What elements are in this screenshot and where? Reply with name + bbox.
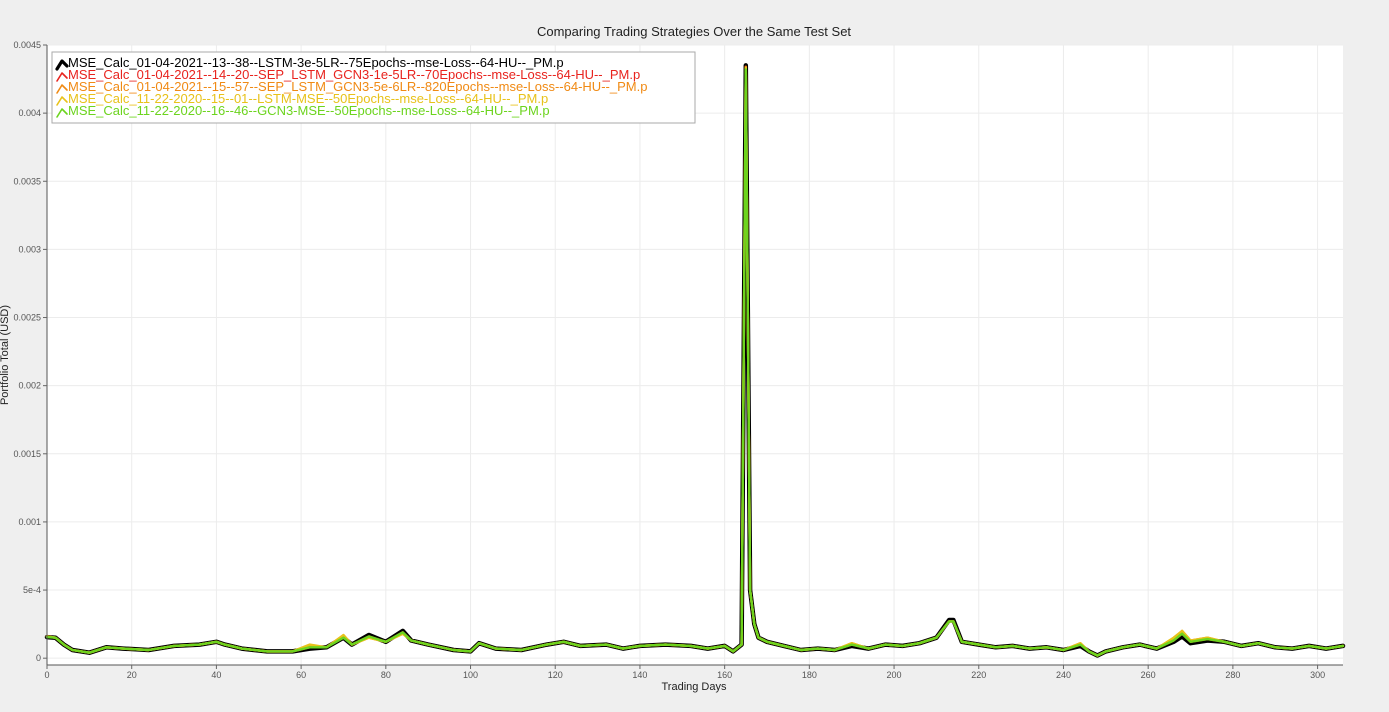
x-tick-label: 140 (632, 670, 647, 680)
y-axis-label: Portfolio Total (USD) (0, 305, 11, 405)
legend-swatch-4 (56, 96, 68, 106)
legend-swatch-2 (56, 72, 68, 82)
x-tick-label: 260 (1141, 670, 1156, 680)
x-tick-label: 280 (1225, 670, 1240, 680)
legend-entry-4[interactable]: MSE_Calc_11-22-2020--15--01--LSTM-MSE--5… (68, 91, 548, 106)
y-tick-label: 0.0035 (13, 176, 41, 186)
x-tick-label: 220 (971, 670, 986, 680)
x-tick-label: 160 (717, 670, 732, 680)
x-tick-label: 60 (296, 670, 306, 680)
legend-entry-1[interactable]: MSE_Calc_01-04-2021--13--38--LSTM-3e-5LR… (68, 55, 564, 70)
y-tick-label: 0 (36, 653, 41, 663)
y-tick-label: 5e-4 (23, 585, 41, 595)
x-tick-label: 100 (463, 670, 478, 680)
axes (46, 45, 1343, 666)
y-tick-label: 0.003 (18, 244, 41, 254)
x-axis-ticks: 0 20 40 60 80 100 120 140 160 180 200 220 240 260 280 3… (44, 665, 1325, 680)
x-tick-label: 120 (548, 670, 563, 680)
chart-title: Comparing Trading Strategies Over the Sa… (537, 24, 851, 39)
x-tick-label: 40 (211, 670, 221, 680)
legend: MSE_Calc_01-04-2021--13--38--LSTM-3e-5LR… (51, 51, 696, 124)
x-tick-label: 180 (802, 670, 817, 680)
y-tick-label: 0.0025 (13, 313, 41, 323)
x-tick-label: 20 (127, 670, 137, 680)
plot-area-background (47, 45, 1343, 665)
legend-swatch-3 (56, 84, 68, 94)
y-tick-label: 0.004 (18, 108, 41, 118)
legend-entry-3[interactable]: MSE_Calc_01-04-2021--15--57--SEP_LSTM_GC… (68, 79, 647, 94)
legend-box (51, 51, 696, 124)
x-tick-label: 240 (1056, 670, 1071, 680)
legend-entry-2[interactable]: MSE_Calc_01-04-2021--14--20--SEP_LSTM_GC… (68, 67, 640, 82)
legend-swatch-1 (55, 59, 69, 71)
series-line-5 (45, 68, 1345, 657)
y-tick-label: 0.002 (18, 381, 41, 391)
x-tick-label: 0 (44, 670, 49, 680)
x-tick-label: 300 (1310, 670, 1325, 680)
y-tick-label: 0.001 (18, 517, 41, 527)
y-tick-label: 0.0015 (13, 449, 41, 459)
legend-entry-5[interactable]: MSE_Calc_11-22-2020--16--46--GCN3-MSE--5… (68, 103, 550, 118)
x-tick-label: 200 (887, 670, 902, 680)
y-tick-label: 0.0045 (13, 40, 41, 50)
x-tick-label: 80 (381, 670, 391, 680)
legend-swatch-5 (56, 108, 68, 118)
y-axis-ticks: 0 5e-4 0.001 0.0015 0.002 0.0025 0.003 0.0035 0.… (13, 40, 47, 663)
grid-lines (46, 44, 1343, 665)
x-axis-label: Trading Days (661, 681, 727, 693)
series-layer (44, 63, 1346, 658)
